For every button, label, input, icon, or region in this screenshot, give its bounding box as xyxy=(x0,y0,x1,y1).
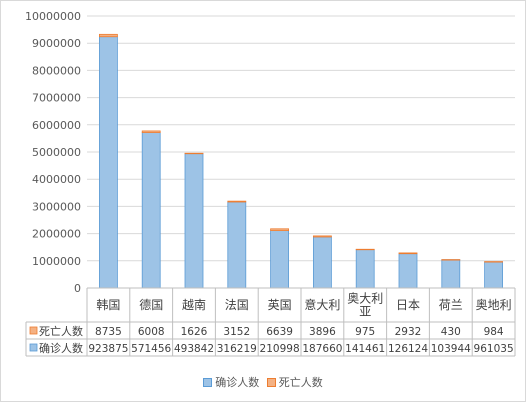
legend-label-deaths: 死亡人数 xyxy=(278,376,323,389)
bar-confirmed xyxy=(355,249,375,289)
table-cell-value: 975 xyxy=(355,326,375,338)
table-cell-value: 316219 xyxy=(217,343,257,355)
x-category-label: 亚 xyxy=(359,305,371,319)
table-cell-value: 141461 xyxy=(345,343,385,355)
bar-deaths xyxy=(398,252,418,255)
y-tick-label: 4000000 xyxy=(32,173,81,186)
bar-deaths xyxy=(227,200,247,203)
table-cell-value: 493842 xyxy=(174,343,214,355)
y-tick-label: 0 xyxy=(74,282,81,295)
y-tick-label: 3000000 xyxy=(32,200,81,213)
x-category-label: 意大利 xyxy=(304,297,340,312)
table-cell-value: 103944 xyxy=(431,343,471,355)
table-cell-value: 961035 xyxy=(474,343,514,355)
table-cell-value: 1626 xyxy=(181,326,208,338)
bar-confirmed xyxy=(270,230,290,289)
bar-confirmed xyxy=(398,253,418,289)
bar-deaths xyxy=(484,261,504,263)
bar-confirmed xyxy=(141,132,161,289)
legend-swatch-deaths xyxy=(266,377,276,387)
y-axis-ticks: 0 1000000 2000000 3000000 4000000 5000000 6000… xyxy=(25,10,81,295)
table-cell-value: 187660 xyxy=(302,343,342,355)
table-cell-value: 126124 xyxy=(388,343,428,355)
table-legend-key xyxy=(29,326,38,335)
table-cell-value: 923875 xyxy=(88,343,128,355)
table-row-label: 确诊人数 xyxy=(39,341,83,355)
x-category-label: 英国 xyxy=(268,298,292,312)
y-tick-label: 10000000 xyxy=(25,10,81,23)
x-category-label: 日本 xyxy=(396,298,420,312)
x-category-label: 越南 xyxy=(182,297,206,312)
legend-item-deaths: 死亡人数 xyxy=(266,374,323,390)
x-category-label: 奥大利 xyxy=(347,292,383,306)
y-tick-label: 8000000 xyxy=(32,64,81,77)
legend-item-confirmed: 确诊人数 xyxy=(203,374,259,390)
table-cell-value: 3896 xyxy=(309,326,336,338)
y-tick-label: 6000000 xyxy=(32,119,81,132)
bar-deaths xyxy=(184,152,204,155)
legend-label-confirmed: 确诊人数 xyxy=(215,376,260,389)
bar-confirmed xyxy=(312,236,332,289)
table-cell-value: 8735 xyxy=(95,326,122,338)
bar-deaths xyxy=(441,259,461,261)
bar-confirmed xyxy=(484,261,504,289)
bar-deaths xyxy=(270,228,290,232)
bar-deaths xyxy=(312,235,332,238)
table-cell-value: 571456 xyxy=(131,343,171,355)
x-category-label: 奥地利 xyxy=(476,298,512,312)
table-legend-key xyxy=(29,343,38,352)
x-category-label: 德国 xyxy=(139,297,163,312)
legend-swatch-confirmed xyxy=(203,377,213,387)
y-tick-label: 5000000 xyxy=(32,146,81,159)
bar-deaths xyxy=(99,33,118,38)
table-cell-value: 984 xyxy=(484,326,504,338)
x-category-label: 韩国 xyxy=(96,297,120,312)
y-tick-label: 7000000 xyxy=(32,92,81,105)
table-cell-value: 2932 xyxy=(395,326,422,338)
table-cell-value: 6639 xyxy=(266,326,293,338)
y-tick-label: 2000000 xyxy=(32,228,81,241)
x-category-label: 法国 xyxy=(225,298,249,312)
table-cell-value: 210998 xyxy=(260,343,300,355)
table-cell-value: 430 xyxy=(441,326,461,338)
bar-confirmed xyxy=(227,201,247,289)
table-row-label: 死亡人数 xyxy=(39,324,83,338)
bar-confirmed xyxy=(99,36,118,289)
bars xyxy=(99,33,504,289)
y-tick-label: 1000000 xyxy=(32,255,81,268)
table-cell-value: 3152 xyxy=(223,326,250,338)
bar-confirmed xyxy=(184,153,204,289)
table-cell-value: 6008 xyxy=(138,326,165,338)
bar-deaths xyxy=(355,248,375,251)
x-category-label: 荷兰 xyxy=(439,298,463,312)
y-tick-label: 9000000 xyxy=(32,37,81,50)
bar-deaths xyxy=(141,130,161,133)
legend: 确诊人数 死亡人数 xyxy=(0,374,526,390)
bar-confirmed xyxy=(441,259,461,289)
